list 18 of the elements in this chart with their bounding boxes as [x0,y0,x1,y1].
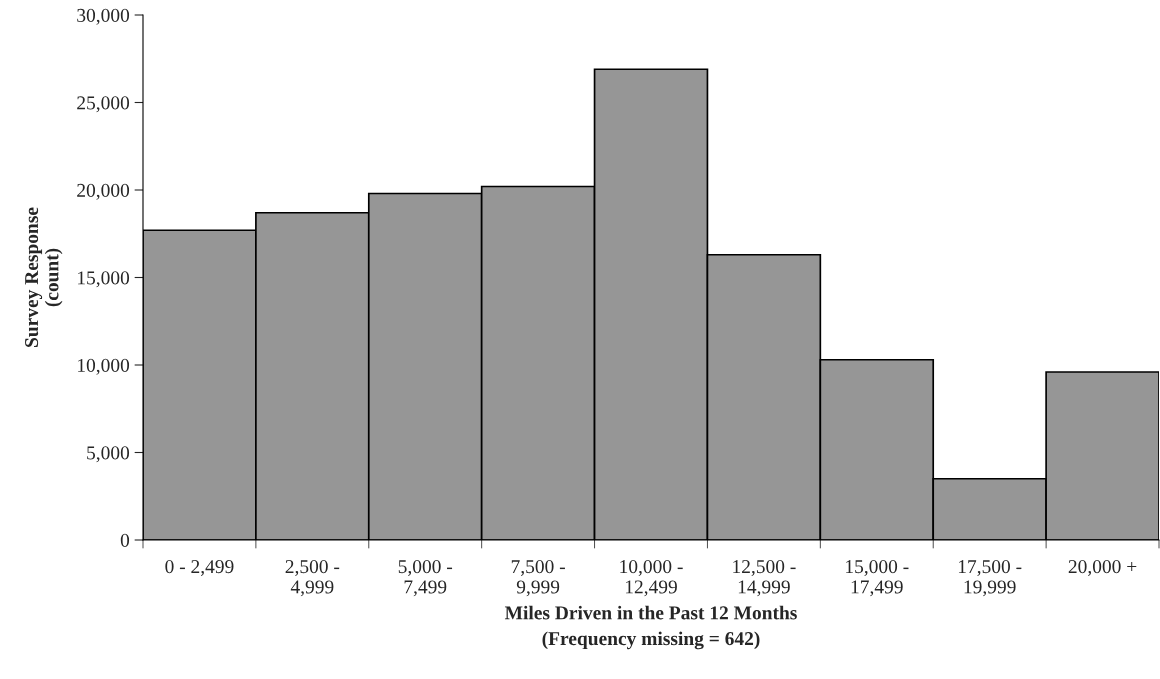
y-tick-label: 20,000 [77,183,130,200]
y-tick-label: 25,000 [77,96,130,113]
x-tick-label: 2,500 - 4,999 [285,560,340,597]
x-tick-label: 15,000 - 17,499 [846,560,909,597]
x-tick-label: 20,000 + [1068,560,1137,576]
x-tick-label: 7,500 - 9,999 [511,560,565,597]
x-axis-title: Miles Driven in the Past 12 Months (Frequency missing = 642) [504,605,797,650]
y-tick-label: 30,000 [77,8,130,25]
y-axis-title: Survey Response (count) [25,207,63,347]
x-tick-label: 12,500 - 14,999 [733,560,796,597]
x-tick-label: 0 - 2,499 [165,560,234,576]
x-tick-label: 17,500 - 19,999 [958,560,1022,597]
x-tick-label: 10,000 - 12,499 [620,560,683,597]
x-tick-label: 5,000 - 7,499 [398,560,453,597]
y-tick-label: 15,000 [78,271,130,288]
y-tick-label: 10,000 [78,358,130,375]
y-tick-label: 0 [120,533,130,547]
y-tick-label: 5,000 [87,446,130,463]
